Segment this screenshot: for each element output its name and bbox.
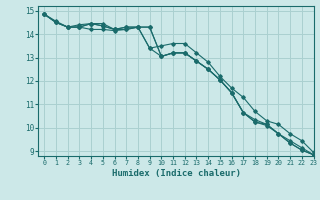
X-axis label: Humidex (Indice chaleur): Humidex (Indice chaleur) <box>111 169 241 178</box>
